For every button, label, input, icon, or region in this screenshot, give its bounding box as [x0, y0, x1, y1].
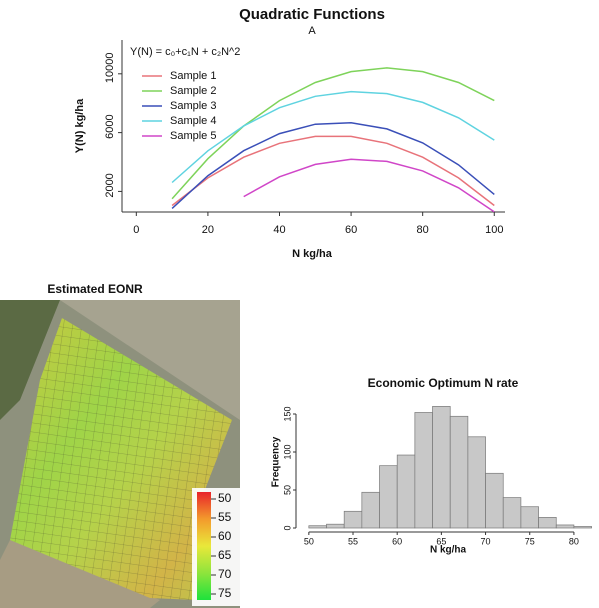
histogram-bar [414, 412, 433, 529]
x-tick-label: 80 [569, 536, 579, 546]
x-tick-label: 75 [525, 536, 535, 546]
x-tick-label: 55 [348, 536, 358, 546]
histogram-bar [485, 472, 504, 529]
histogram-bar [326, 523, 345, 529]
legend-label: Sample 1 [170, 70, 216, 82]
x-axis-label: N kg/ha [292, 248, 333, 260]
legend-label: Sample 5 [170, 130, 216, 142]
y-tick-label: 50 [282, 485, 292, 495]
y-tick-label: 2000 [104, 173, 116, 197]
y-tick-label: 6000 [104, 114, 116, 138]
y-axis-label: Frequency [271, 436, 282, 487]
histogram-bar [396, 454, 416, 529]
legend-label: Sample 2 [170, 85, 216, 97]
histogram-bar [520, 506, 539, 529]
map-title: Estimated EONR [47, 282, 143, 296]
x-tick-label: 20 [202, 224, 214, 236]
colorbar-label: 50 [218, 491, 232, 505]
histogram-bar [573, 526, 592, 529]
annotation: Y(N) = c₀+c₁N + c₂N^2 [130, 46, 240, 58]
x-tick-label: 60 [392, 536, 402, 546]
histogram-bar [308, 525, 327, 529]
y-tick-label: 100 [282, 444, 292, 459]
histogram-bar [449, 415, 469, 529]
x-tick-label: 60 [345, 224, 357, 236]
x-tick-label: 65 [436, 536, 446, 546]
x-tick-label: 100 [485, 224, 503, 236]
y-tick-label: 10000 [104, 53, 116, 84]
x-tick-label: 0 [133, 224, 139, 236]
series-line [171, 67, 495, 200]
x-axis-label: N kg/ha [430, 545, 467, 556]
colorbar-label: 70 [218, 567, 232, 581]
histogram-bar [502, 497, 522, 529]
plot-area [171, 67, 495, 212]
y-axis-label: Y(N) kg/ha [74, 98, 86, 153]
series-line [243, 158, 495, 212]
series-line [171, 121, 495, 209]
x-tick-label: 70 [481, 536, 491, 546]
legend-label: Sample 3 [170, 100, 216, 112]
histogram-bar [379, 465, 398, 529]
y-tick-label: 0 [282, 525, 292, 530]
chart-title: Quadratic Functions [239, 6, 385, 23]
colorbar-label: 60 [218, 529, 232, 543]
colorbar-label: 55 [218, 510, 232, 524]
histogram-bar [432, 406, 451, 529]
map-image [0, 300, 240, 608]
histogram-bar [538, 517, 557, 529]
series-line [171, 90, 495, 184]
histogram-bar [467, 436, 486, 529]
x-tick-label: 40 [273, 224, 285, 236]
colorbar-label: 75 [218, 586, 232, 600]
chart-title: Economic Optimum N rate [368, 376, 519, 390]
histogram-bar [361, 491, 380, 529]
y-tick-label: 150 [282, 406, 292, 421]
chart-subtitle: A [308, 25, 316, 37]
x-tick-label: 80 [417, 224, 429, 236]
x-tick-label: 50 [304, 536, 314, 546]
legend-label: Sample 4 [170, 115, 216, 127]
histogram-bar [343, 510, 363, 529]
series-line [171, 135, 495, 207]
histogram-bar [555, 524, 575, 529]
colorbar-label: 65 [218, 548, 232, 562]
